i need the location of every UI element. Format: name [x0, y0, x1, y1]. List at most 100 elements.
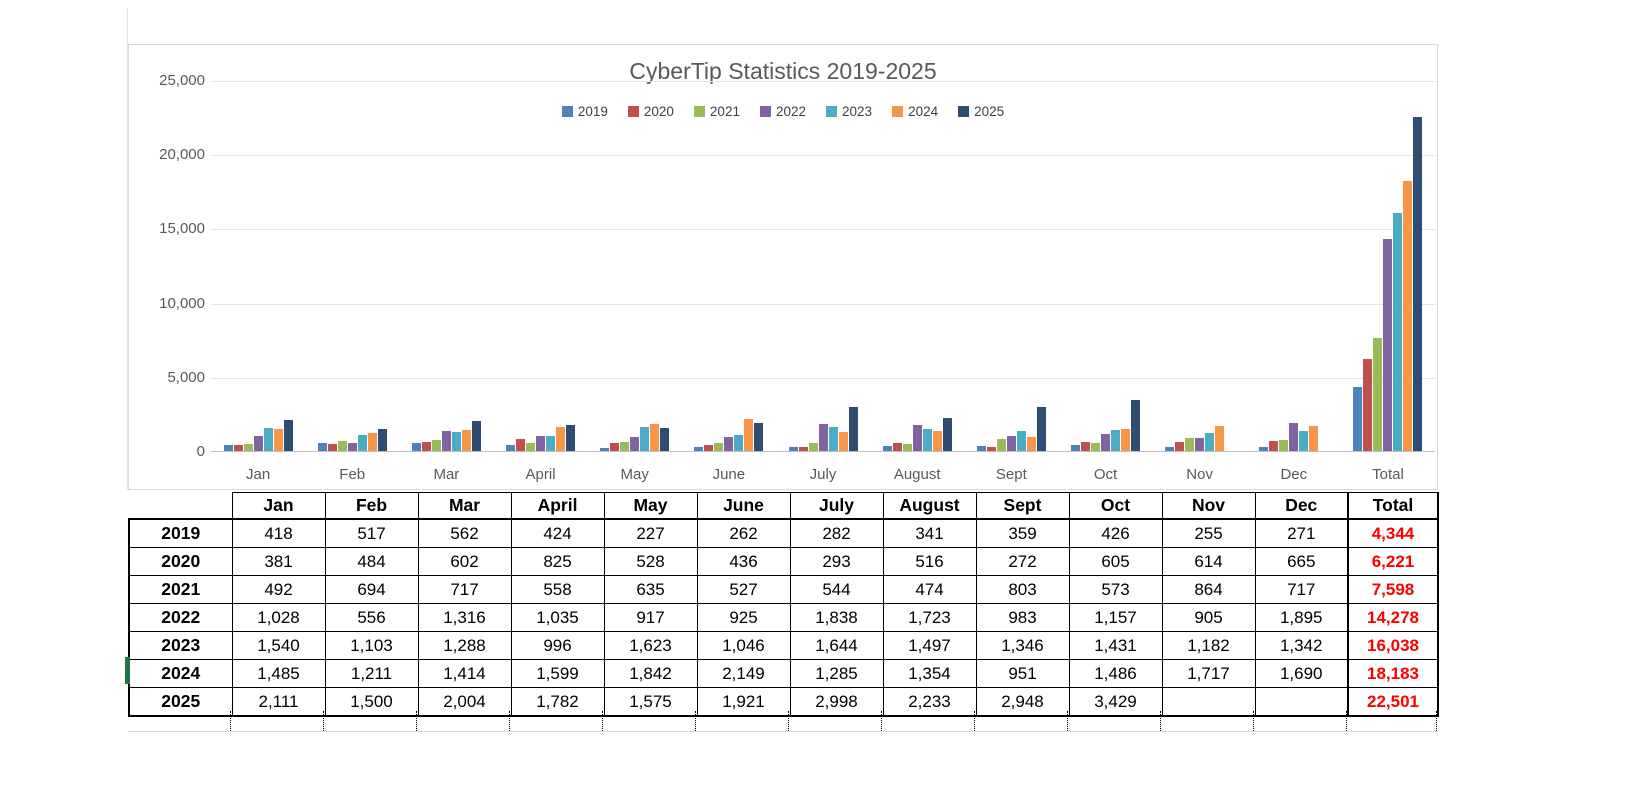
value-cell[interactable]: 262	[696, 518, 791, 548]
value-cell[interactable]: 484	[324, 547, 419, 576]
value-cell[interactable]: 1,921	[696, 687, 791, 717]
value-cell[interactable]: 282	[789, 518, 884, 548]
value-cell[interactable]: 1,414	[417, 659, 512, 688]
value-cell[interactable]: 1,035	[510, 603, 605, 632]
value-cell[interactable]: 424	[510, 518, 605, 548]
value-cell[interactable]: 951	[975, 659, 1070, 688]
value-cell[interactable]: 528	[603, 547, 698, 576]
value-cell[interactable]: 917	[603, 603, 698, 632]
value-cell[interactable]: 1,342	[1254, 631, 1349, 660]
value-cell[interactable]	[1254, 687, 1349, 717]
column-header-nov[interactable]: Nov	[1161, 492, 1256, 520]
value-cell[interactable]: 1,690	[1254, 659, 1349, 688]
empty-cell[interactable]	[696, 711, 789, 731]
value-cell[interactable]: 426	[1068, 518, 1163, 548]
value-cell[interactable]: 1,644	[789, 631, 884, 660]
empty-cell[interactable]	[603, 711, 696, 731]
value-cell[interactable]: 1,046	[696, 631, 791, 660]
value-cell[interactable]: 983	[975, 603, 1070, 632]
empty-cell[interactable]	[128, 711, 231, 731]
value-cell[interactable]: 271	[1254, 518, 1349, 548]
value-cell[interactable]: 694	[324, 575, 419, 604]
value-cell[interactable]: 1,497	[882, 631, 977, 660]
year-cell-2024[interactable]: 2024	[128, 659, 233, 688]
column-header-total[interactable]: Total	[1347, 492, 1439, 520]
empty-cell[interactable]	[1068, 711, 1161, 731]
corner-cell[interactable]	[129, 492, 233, 520]
value-cell[interactable]: 2,998	[789, 687, 884, 717]
value-cell[interactable]: 1,157	[1068, 603, 1163, 632]
value-cell[interactable]: 1,288	[417, 631, 512, 660]
empty-cell[interactable]	[882, 711, 975, 731]
value-cell[interactable]: 1,782	[510, 687, 605, 717]
value-cell[interactable]: 1,575	[603, 687, 698, 717]
column-header-mar[interactable]: Mar	[417, 492, 512, 520]
total-cell-2019[interactable]: 4,344	[1347, 518, 1439, 548]
value-cell[interactable]: 474	[882, 575, 977, 604]
value-cell[interactable]: 1,028	[231, 603, 326, 632]
value-cell[interactable]: 1,717	[1161, 659, 1256, 688]
value-cell[interactable]: 2,004	[417, 687, 512, 717]
value-cell[interactable]: 2,233	[882, 687, 977, 717]
year-cell-2021[interactable]: 2021	[128, 575, 233, 604]
empty-cell[interactable]	[1254, 711, 1347, 731]
value-cell[interactable]: 996	[510, 631, 605, 660]
value-cell[interactable]: 1,842	[603, 659, 698, 688]
value-cell[interactable]: 803	[975, 575, 1070, 604]
value-cell[interactable]: 255	[1161, 518, 1256, 548]
value-cell[interactable]: 1,431	[1068, 631, 1163, 660]
value-cell[interactable]: 905	[1161, 603, 1256, 632]
value-cell[interactable]: 492	[231, 575, 326, 604]
column-header-july[interactable]: July	[789, 492, 884, 520]
value-cell[interactable]: 1,346	[975, 631, 1070, 660]
value-cell[interactable]: 864	[1161, 575, 1256, 604]
year-cell-2020[interactable]: 2020	[128, 547, 233, 576]
value-cell[interactable]: 556	[324, 603, 419, 632]
empty-cell[interactable]	[1347, 711, 1437, 731]
value-cell[interactable]: 558	[510, 575, 605, 604]
empty-cell[interactable]	[231, 711, 324, 731]
column-header-may[interactable]: May	[603, 492, 698, 520]
year-cell-2025[interactable]: 2025	[128, 687, 233, 717]
total-cell-2025[interactable]: 22,501	[1347, 687, 1439, 717]
value-cell[interactable]	[1161, 687, 1256, 717]
value-cell[interactable]: 635	[603, 575, 698, 604]
value-cell[interactable]: 925	[696, 603, 791, 632]
value-cell[interactable]: 1,354	[882, 659, 977, 688]
value-cell[interactable]: 381	[231, 547, 326, 576]
value-cell[interactable]: 1,540	[231, 631, 326, 660]
value-cell[interactable]: 1,182	[1161, 631, 1256, 660]
value-cell[interactable]: 3,429	[1068, 687, 1163, 717]
total-cell-2024[interactable]: 18,183	[1347, 659, 1439, 688]
empty-cell[interactable]	[510, 711, 603, 731]
value-cell[interactable]: 562	[417, 518, 512, 548]
empty-cell[interactable]	[417, 711, 510, 731]
value-cell[interactable]: 2,149	[696, 659, 791, 688]
year-cell-2019[interactable]: 2019	[128, 518, 233, 548]
column-header-august[interactable]: August	[882, 492, 977, 520]
value-cell[interactable]: 1,623	[603, 631, 698, 660]
year-cell-2022[interactable]: 2022	[128, 603, 233, 632]
value-cell[interactable]: 717	[417, 575, 512, 604]
total-cell-2021[interactable]: 7,598	[1347, 575, 1439, 604]
column-header-june[interactable]: June	[696, 492, 791, 520]
column-header-sept[interactable]: Sept	[975, 492, 1070, 520]
value-cell[interactable]: 1,316	[417, 603, 512, 632]
value-cell[interactable]: 602	[417, 547, 512, 576]
empty-cell[interactable]	[324, 711, 417, 731]
column-header-jan[interactable]: Jan	[231, 492, 326, 520]
value-cell[interactable]: 544	[789, 575, 884, 604]
total-cell-2023[interactable]: 16,038	[1347, 631, 1439, 660]
value-cell[interactable]: 1,285	[789, 659, 884, 688]
column-header-april[interactable]: April	[510, 492, 605, 520]
empty-cell[interactable]	[975, 711, 1068, 731]
value-cell[interactable]: 341	[882, 518, 977, 548]
total-cell-2022[interactable]: 14,278	[1347, 603, 1439, 632]
year-cell-2023[interactable]: 2023	[128, 631, 233, 660]
value-cell[interactable]: 1,103	[324, 631, 419, 660]
value-cell[interactable]: 1,486	[1068, 659, 1163, 688]
chart-area[interactable]: CyberTip Statistics 2019-2025 2019 2020 20…	[128, 44, 1438, 490]
total-cell-2020[interactable]: 6,221	[1347, 547, 1439, 576]
value-cell[interactable]: 516	[882, 547, 977, 576]
value-cell[interactable]: 573	[1068, 575, 1163, 604]
